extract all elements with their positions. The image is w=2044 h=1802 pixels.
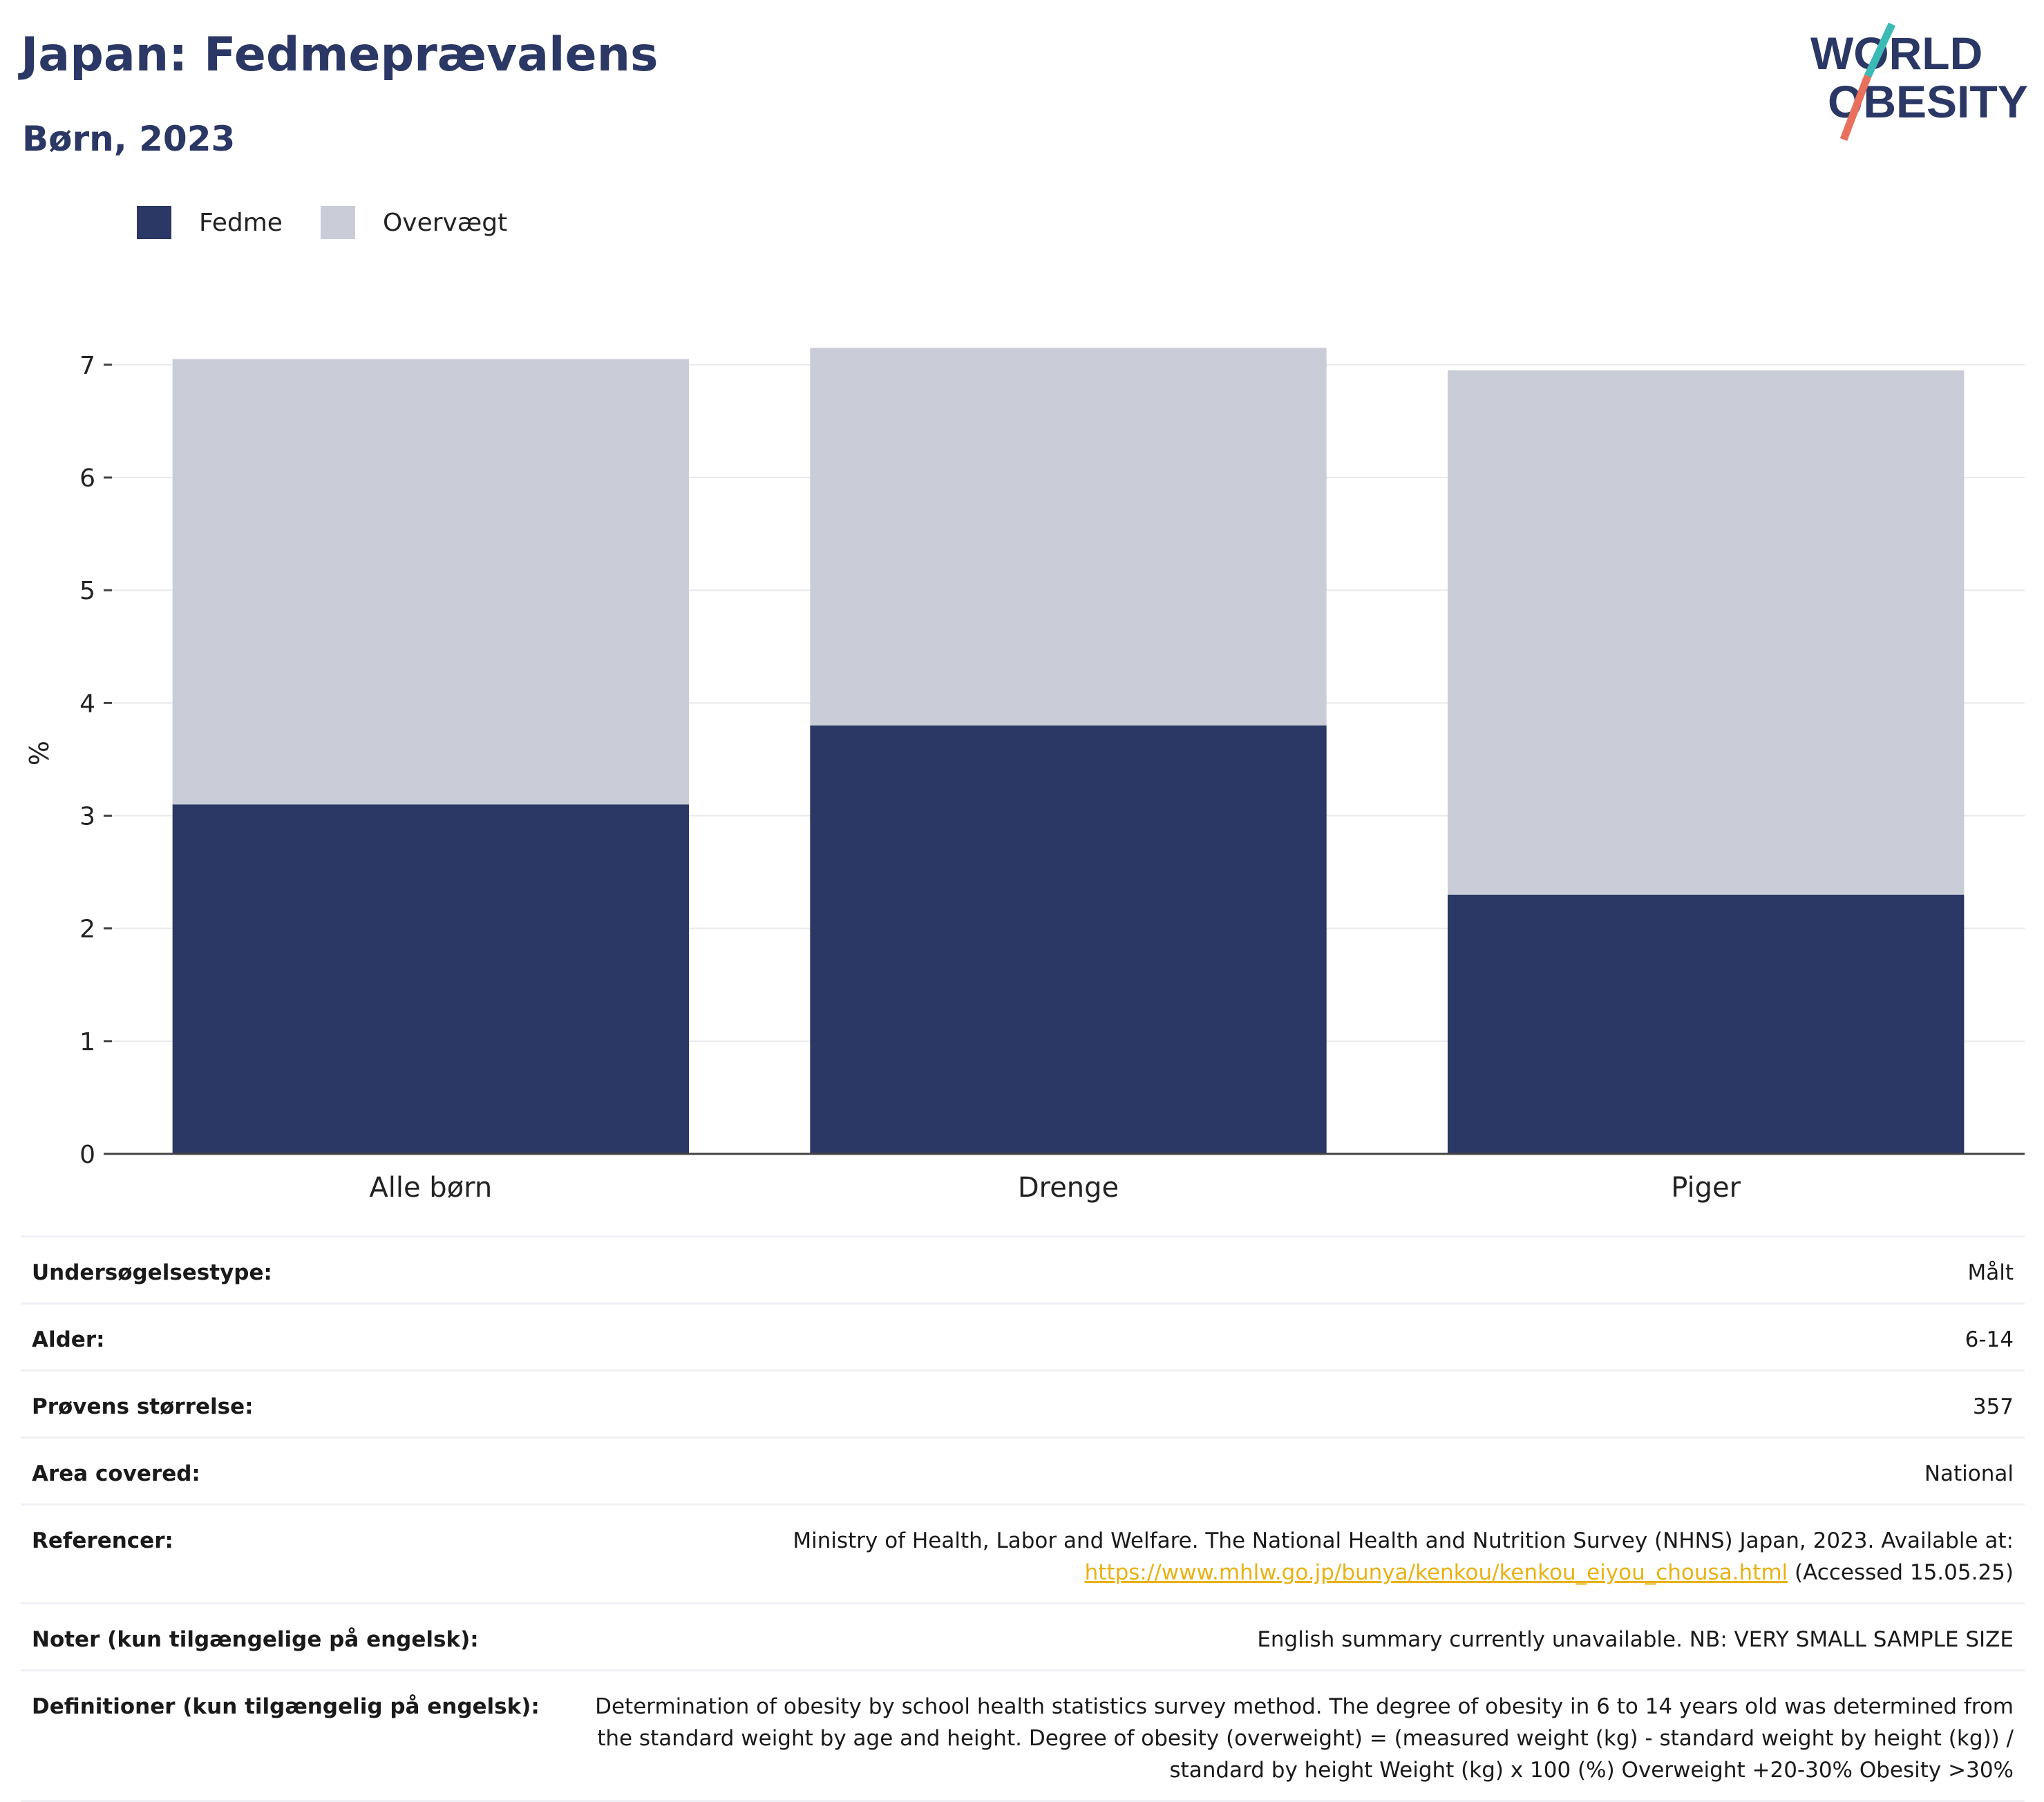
bar-overvaegt-2: [1447, 370, 1965, 895]
info-value: Ministry of Health, Labor and Welfare. T…: [550, 1504, 2025, 1604]
bar-chart: 0 1 2 3 4 5 6 7 Alle børn Drenge Piger %: [24, 348, 2025, 1204]
info-key: Noter (kun tilgængelige på engelsk):: [21, 1602, 551, 1671]
info-table: Undersøgelsestype: Målt Alder: 6-14 Prøvens …: [21, 1235, 2025, 1802]
y-tick-label: 5: [79, 577, 95, 605]
info-value: 357: [550, 1369, 2025, 1438]
x-ticks: Alle børn Drenge Piger: [369, 1172, 1741, 1204]
y-tick-label: 4: [79, 690, 95, 718]
legend-label-fedme: Fedme: [199, 208, 283, 237]
legend-swatch-fedme: [137, 206, 171, 239]
bar-overvaegt-0: [172, 359, 690, 805]
y-ticks: 0 1 2 3 4 5 6 7: [79, 352, 112, 1169]
info-row: Noter (kun tilgængelige på engelsk): Engl…: [21, 1602, 2025, 1671]
legend-label-overvaegt: Overvægt: [382, 208, 508, 237]
info-row: Undersøgelsestype: Målt: [21, 1235, 2025, 1304]
x-tick-label: Alle børn: [369, 1172, 492, 1204]
info-value: National: [550, 1436, 2025, 1505]
reference-link[interactable]: https://www.mhlw.go.jp/bunya/kenkou/kenk…: [1084, 1560, 1788, 1585]
info-key: Area covered:: [21, 1436, 551, 1505]
info-row: Area covered: National: [21, 1436, 2025, 1505]
info-row: Referencer: Ministry of Health, Labor and…: [21, 1504, 2025, 1604]
bar-fedme-1: [810, 725, 1327, 1154]
y-tick-label: 2: [79, 916, 95, 944]
world-obesity-logo: WORLD OBESITY: [1810, 22, 2028, 141]
y-tick-label: 3: [79, 803, 95, 831]
bars: [172, 348, 1965, 1154]
info-row: Prøvens størrelse: 357: [21, 1369, 2025, 1438]
y-tick-label: 6: [79, 464, 95, 493]
logo-slash-teal: [1864, 22, 1895, 78]
info-row: Definitioner (kun tilgængelig på engelsk…: [21, 1669, 2025, 1802]
bar-fedme-0: [172, 804, 690, 1154]
info-key: Prøvens størrelse:: [21, 1369, 551, 1438]
bar-fedme-2: [1447, 894, 1965, 1154]
x-tick-label: Piger: [1671, 1172, 1741, 1204]
bar-overvaegt-1: [810, 348, 1327, 726]
x-tick-label: Drenge: [1018, 1172, 1119, 1204]
y-tick-label: 1: [79, 1028, 95, 1056]
info-key: Undersøgelsestype:: [21, 1235, 551, 1304]
info-value: Målt: [550, 1235, 2025, 1304]
logo-slash-red: [1839, 75, 1872, 141]
info-key: Alder:: [21, 1302, 551, 1371]
legend-swatch-overvaegt: [320, 206, 355, 239]
info-row: Alder: 6-14: [21, 1302, 2025, 1371]
y-axis-label: %: [24, 741, 55, 766]
chart-legend: Fedme Overvægt: [137, 206, 545, 239]
info-value: 6-14: [550, 1302, 2025, 1371]
y-tick-label: 0: [79, 1141, 95, 1169]
info-key: Referencer:: [21, 1504, 551, 1604]
info-value: English summary currently unavailable. N…: [550, 1602, 2025, 1671]
page-subtitle: Børn, 2023: [22, 119, 236, 159]
page-title: Japan: Fedmeprævalens: [21, 28, 659, 82]
info-value: Determination of obesity by school healt…: [550, 1669, 2025, 1802]
info-key: Definitioner (kun tilgængelig på engelsk…: [21, 1669, 551, 1802]
y-tick-label: 7: [79, 352, 95, 380]
logo-line1: WORLD: [1810, 28, 1983, 79]
